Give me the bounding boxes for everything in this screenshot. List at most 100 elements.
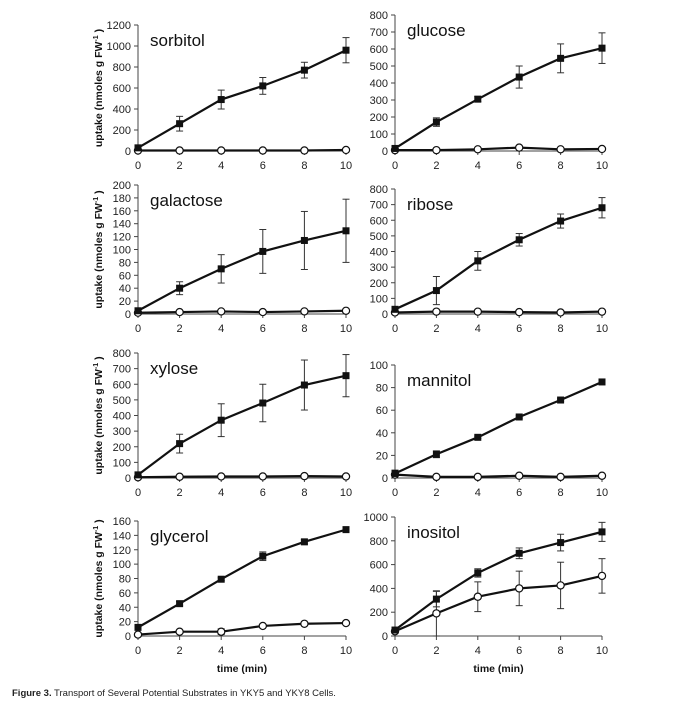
series-line-filled-square bbox=[137, 374, 347, 476]
x-tick-label: 2 bbox=[433, 487, 439, 499]
data-point-circle bbox=[216, 627, 226, 636]
series-line-open-circle bbox=[394, 473, 603, 478]
y-tick-label: 0 bbox=[382, 146, 388, 158]
data-point-square bbox=[217, 265, 225, 273]
series-line-open-circle bbox=[137, 621, 347, 636]
x-tick-label: 4 bbox=[475, 160, 481, 172]
y-tick-label: 800 bbox=[113, 348, 131, 360]
data-point-circle bbox=[341, 472, 351, 481]
y-tick-label: 140 bbox=[113, 530, 131, 542]
y-tick-label: 1000 bbox=[364, 512, 388, 524]
y-tick-label: 120 bbox=[113, 232, 131, 244]
y-tick-label: 200 bbox=[113, 442, 131, 454]
panel-title: galactose bbox=[150, 191, 223, 210]
data-point-circle bbox=[432, 472, 441, 482]
data-point-circle bbox=[556, 581, 565, 590]
data-point-square bbox=[217, 575, 225, 583]
y-tick-label: 300 bbox=[370, 95, 388, 107]
y-tick-label: 700 bbox=[113, 364, 131, 376]
y-tick-label: 0 bbox=[125, 631, 131, 643]
data-point-square bbox=[342, 526, 350, 534]
data-point-square bbox=[557, 54, 565, 62]
data-point-circle bbox=[597, 571, 607, 581]
data-point-square bbox=[134, 307, 142, 315]
x-tick-label: 10 bbox=[596, 645, 608, 657]
x-tick-label: 4 bbox=[475, 487, 481, 499]
data-point-circle bbox=[175, 627, 184, 636]
x-tick-label: 4 bbox=[475, 323, 481, 335]
y-tick-label: 400 bbox=[113, 104, 131, 116]
series-line-filled-square bbox=[394, 380, 603, 475]
panel-sorbitol: 0 200 400 600 800 1000 1200 0 2 4 6 8 10 sorbitol upta… bbox=[93, 20, 352, 172]
data-point-circle bbox=[258, 146, 267, 155]
data-point-circle bbox=[175, 146, 184, 155]
caption-text: Transport of Several Potential Substrate… bbox=[51, 688, 336, 699]
y-tick-label: 100 bbox=[113, 559, 131, 571]
data-point-circle bbox=[341, 145, 351, 155]
data-point-square bbox=[391, 305, 399, 313]
x-tick-label: 4 bbox=[475, 645, 481, 657]
data-point-circle bbox=[216, 146, 226, 155]
y-tick-label: 60 bbox=[119, 588, 131, 600]
data-point-square bbox=[474, 433, 482, 441]
data-point-circle bbox=[515, 143, 524, 152]
caption-label: Figure 3. bbox=[12, 688, 52, 699]
y-tick-label: 100 bbox=[113, 457, 131, 469]
x-tick-label: 6 bbox=[516, 160, 522, 172]
series-line-open-circle bbox=[137, 309, 347, 314]
data-point-circle bbox=[258, 472, 267, 481]
data-point-circle bbox=[597, 471, 607, 480]
series-line-filled-square bbox=[394, 530, 603, 631]
data-point-square bbox=[557, 217, 565, 225]
data-point-square bbox=[134, 623, 142, 631]
data-point-square bbox=[598, 528, 606, 536]
data-point-circle bbox=[175, 472, 184, 481]
data-point-circle bbox=[473, 307, 482, 316]
data-point-circle bbox=[597, 307, 607, 316]
x-tick-label: 2 bbox=[177, 323, 183, 335]
panel-mannitol: 0 20 40 60 80 100 0 2 4 6 8 10 mannitol bbox=[370, 360, 608, 499]
y-tick-label: 300 bbox=[113, 426, 131, 438]
data-point-square bbox=[432, 118, 440, 126]
data-point-square bbox=[300, 538, 308, 546]
y-tick-label: 100 bbox=[113, 245, 131, 257]
x-tick-label: 8 bbox=[558, 645, 564, 657]
data-point-circle bbox=[473, 592, 482, 601]
y-tick-label: 700 bbox=[370, 27, 388, 39]
y-tick-label: 80 bbox=[119, 257, 131, 269]
y-tick-label: 1200 bbox=[107, 20, 131, 32]
y-tick-label: 200 bbox=[113, 125, 131, 137]
y-tick-label: 120 bbox=[113, 545, 131, 557]
data-point-square bbox=[474, 95, 482, 103]
data-point-square bbox=[342, 46, 350, 54]
y-tick-label: 100 bbox=[370, 293, 388, 305]
data-point-square bbox=[176, 284, 184, 292]
x-tick-label: 2 bbox=[177, 487, 183, 499]
data-point-square bbox=[432, 595, 440, 603]
data-point-circle bbox=[473, 472, 482, 482]
panel-title: glycerol bbox=[150, 527, 209, 546]
series-line-filled-square bbox=[394, 206, 603, 311]
series-line-filled-square bbox=[137, 528, 347, 629]
data-point-square bbox=[134, 144, 142, 152]
panel-ribose: 0 100 200 300 400 500 600 700 800 0 2 4 6 8 10 ribose bbox=[370, 184, 608, 335]
x-tick-label: 4 bbox=[218, 487, 224, 499]
y-axis-label: uptake (nmoles g FW-1 ) bbox=[93, 356, 105, 474]
panel-title: inositol bbox=[407, 523, 460, 542]
x-tick-label: 10 bbox=[340, 645, 352, 657]
x-tick-label: 0 bbox=[392, 645, 398, 657]
data-point-circle bbox=[341, 306, 351, 315]
x-tick-label: 10 bbox=[340, 160, 352, 172]
y-tick-label: 800 bbox=[113, 62, 131, 74]
y-axis-label: uptake (nmoles g FW-1 ) bbox=[93, 190, 105, 308]
x-tick-label: 10 bbox=[340, 323, 352, 335]
x-tick-label: 10 bbox=[340, 487, 352, 499]
y-tick-label: 0 bbox=[382, 631, 388, 643]
data-point-square bbox=[391, 626, 399, 634]
data-point-square bbox=[432, 287, 440, 295]
panel-title: xylose bbox=[150, 359, 198, 378]
y-tick-label: 0 bbox=[125, 473, 131, 485]
